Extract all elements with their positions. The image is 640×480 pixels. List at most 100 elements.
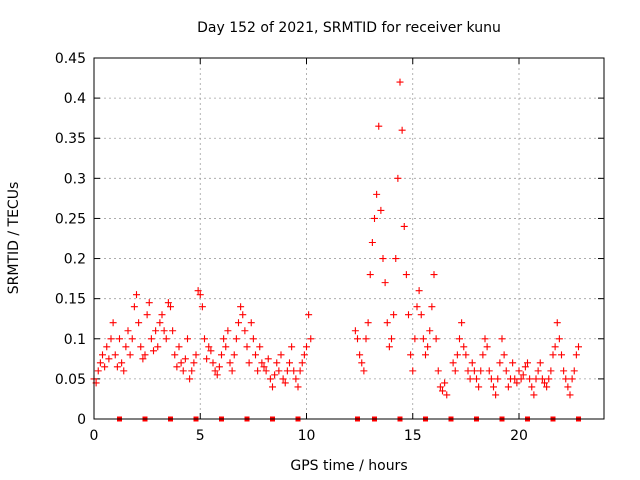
y-tick-label: 0.4: [64, 91, 86, 107]
data-point: [422, 351, 429, 359]
data-point: [449, 359, 457, 367]
data-point: [207, 347, 215, 355]
data-point: [243, 343, 251, 351]
data-point: [209, 359, 217, 367]
data-point: [118, 359, 126, 367]
data-point: [292, 375, 300, 383]
data-point: [430, 271, 438, 279]
data-point: [305, 311, 313, 319]
data-point: [494, 375, 502, 383]
data-point: [220, 335, 228, 343]
data-point: [396, 78, 404, 86]
data-point: [481, 335, 489, 343]
data-point: [398, 126, 406, 134]
data-point: [466, 375, 474, 383]
data-point: [526, 375, 534, 383]
data-point: [245, 359, 253, 367]
data-point: [260, 363, 268, 371]
data-point: [394, 174, 402, 182]
data-point: [383, 319, 391, 327]
data-point: [269, 383, 276, 391]
data-point: [237, 303, 245, 311]
data-point: [109, 319, 117, 327]
data-point: [462, 351, 470, 359]
data-point: [275, 367, 283, 375]
data-point: [468, 359, 476, 367]
x-axis-title: GPS time / hours: [290, 458, 407, 474]
data-point: [288, 343, 296, 351]
data-point: [133, 291, 140, 299]
data-point: [169, 327, 177, 335]
data-point: [381, 279, 389, 287]
data-point: [570, 367, 578, 375]
data-point: [141, 351, 149, 359]
data-point: [283, 367, 291, 375]
data-point: [553, 319, 561, 327]
data-point: [534, 367, 542, 375]
data-point: [354, 335, 361, 343]
data-point: [528, 383, 536, 391]
y-tick-label: 0.05: [55, 372, 86, 388]
data-point: [568, 375, 576, 383]
data-point: [358, 359, 366, 367]
data-point: [502, 367, 510, 375]
data-point: [407, 351, 415, 359]
data-point: [405, 311, 412, 319]
data-point: [400, 222, 408, 230]
y-tick-label: 0: [77, 412, 86, 428]
data-point: [241, 327, 249, 335]
data-point: [477, 367, 485, 375]
data-point: [545, 375, 553, 383]
data-point: [162, 335, 170, 343]
data-point: [143, 311, 151, 319]
data-point: [496, 359, 504, 367]
y-tick-label: 0.35: [55, 131, 86, 147]
data-point: [198, 303, 206, 311]
data-point: [213, 371, 221, 379]
data-point: [281, 379, 289, 387]
data-point: [417, 311, 425, 319]
data-point: [483, 343, 491, 351]
data-point: [500, 351, 508, 359]
data-point: [224, 327, 232, 335]
data-point: [566, 391, 574, 399]
data-point: [413, 303, 421, 311]
data-point: [470, 367, 478, 375]
data-point: [485, 367, 493, 375]
data-point: [135, 319, 143, 327]
data-point: [254, 367, 262, 375]
x-tick-label: 20: [510, 428, 528, 444]
y-tick-label: 0.25: [55, 211, 86, 227]
data-point: [279, 375, 287, 383]
data-point: [256, 343, 264, 351]
y-tick-label: 0.45: [55, 51, 86, 67]
data-point: [194, 287, 202, 295]
data-point: [222, 343, 230, 351]
data-point: [186, 375, 194, 383]
data-point: [173, 363, 181, 371]
data-point: [94, 367, 102, 375]
data-point: [184, 335, 191, 343]
data-point: [519, 371, 527, 379]
data-point: [575, 343, 582, 351]
data-point: [137, 343, 145, 351]
data-point: [509, 359, 517, 367]
data-point: [96, 359, 104, 367]
y-tick-label: 0.1: [64, 332, 86, 348]
y-tick-label: 0.2: [64, 252, 86, 268]
data-point: [377, 206, 385, 214]
data-point: [218, 351, 225, 359]
data-point: [211, 367, 219, 375]
data-point: [139, 355, 147, 363]
axis-ticks: 0 0.05 0.1 0.15 0.2 0.25 0.3 0.35 0.4 0.45 0 5 10 15 2…: [55, 51, 604, 444]
data-point: [487, 375, 495, 383]
y-tick-label: 0.15: [55, 292, 86, 308]
data-point: [196, 291, 204, 299]
data-point: [541, 379, 548, 387]
data-point: [203, 355, 211, 363]
data-point: [362, 335, 370, 343]
data-point: [562, 375, 570, 383]
data-point: [120, 367, 128, 375]
data-point: [271, 371, 279, 379]
